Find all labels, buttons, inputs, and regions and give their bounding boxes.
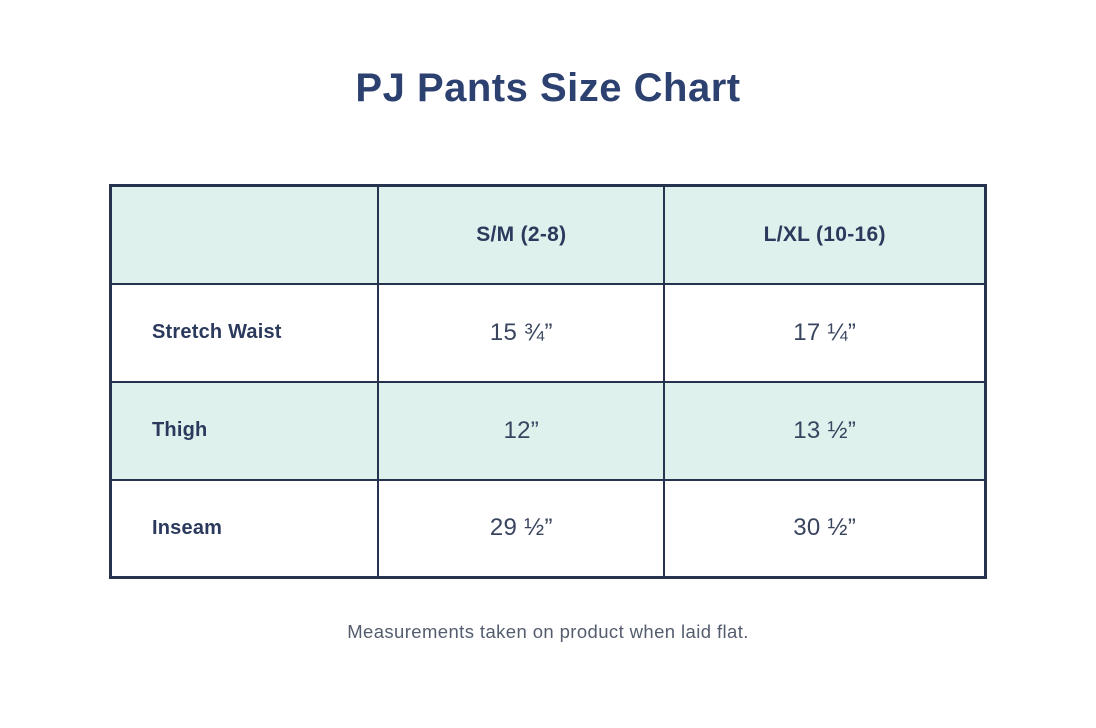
cell-stretch-waist-sm: 15 ¾” (377, 282, 666, 383)
table-row-stretch-waist: Stretch Waist 15 ¾” 17 ¼” (109, 282, 987, 383)
row-label-thigh: Thigh (109, 380, 380, 481)
column-header-lxl: L/XL (10-16) (663, 184, 987, 285)
size-chart-table: S/M (2-8) L/XL (10-16) Stretch Waist 15 … (109, 184, 987, 579)
table-row-thigh: Thigh 12” 13 ½” (109, 380, 987, 481)
column-header-sm: S/M (2-8) (377, 184, 666, 285)
cell-inseam-lxl: 30 ½” (663, 478, 987, 579)
corner-cell (109, 184, 380, 285)
table-header-row: S/M (2-8) L/XL (10-16) (109, 184, 987, 285)
table-row-inseam: Inseam 29 ½” 30 ½” (109, 478, 987, 579)
cell-inseam-sm: 29 ½” (377, 478, 666, 579)
cell-stretch-waist-lxl: 17 ¼” (663, 282, 987, 383)
page-title: PJ Pants Size Chart (355, 66, 741, 110)
cell-thigh-lxl: 13 ½” (663, 380, 987, 481)
row-label-stretch-waist: Stretch Waist (109, 282, 380, 383)
row-label-inseam: Inseam (109, 478, 380, 579)
cell-thigh-sm: 12” (377, 380, 666, 481)
footnote: Measurements taken on product when laid … (347, 621, 749, 642)
